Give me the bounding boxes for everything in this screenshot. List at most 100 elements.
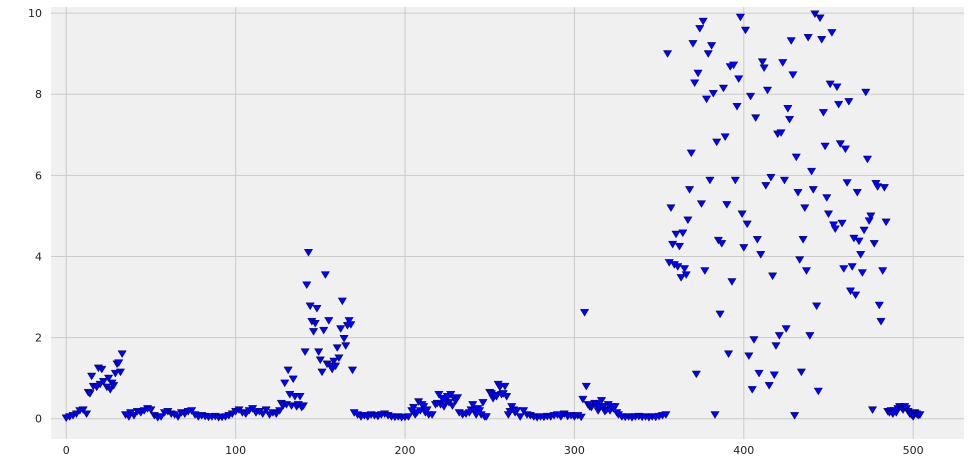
data-point <box>666 204 676 212</box>
data-point <box>852 189 862 197</box>
data-point <box>302 281 312 290</box>
data-point <box>673 263 683 271</box>
data-point <box>808 186 818 194</box>
data-point <box>800 204 810 212</box>
data-point <box>258 410 268 419</box>
data-point <box>688 40 698 48</box>
data-point <box>663 50 673 58</box>
data-point <box>580 309 590 317</box>
data-point <box>693 69 703 78</box>
y-tick-label: 10 <box>28 7 42 20</box>
data-point <box>842 179 852 187</box>
data-point <box>347 366 358 375</box>
data-point <box>740 26 751 35</box>
data-point <box>752 236 762 244</box>
data-point <box>248 405 258 413</box>
x-tick-label: 200 <box>395 444 416 457</box>
y-axis-tick-labels: 0 2 4 6 8 10 <box>28 7 42 426</box>
data-point <box>812 302 822 311</box>
data-point <box>434 391 444 399</box>
data-point <box>339 335 349 343</box>
data-point <box>720 133 730 141</box>
data-point <box>261 406 271 414</box>
data-point <box>303 249 314 257</box>
data-point <box>283 366 293 375</box>
data-point <box>610 403 620 411</box>
x-tick-label: 400 <box>733 444 754 457</box>
data-point <box>452 394 463 402</box>
data-point <box>759 64 769 73</box>
data-point <box>867 406 878 414</box>
data-point <box>173 413 183 421</box>
data-point <box>586 404 596 412</box>
data-point <box>478 399 488 407</box>
data-point <box>686 149 696 158</box>
data-point <box>779 176 790 185</box>
data-point <box>822 194 832 202</box>
data-point <box>776 129 786 137</box>
data-point <box>847 263 857 271</box>
data-point <box>730 176 740 185</box>
data-point <box>835 140 845 148</box>
data-point <box>708 90 718 98</box>
data-point <box>749 336 759 344</box>
data-point <box>698 17 708 26</box>
data-point <box>705 176 715 185</box>
data-point <box>690 79 700 88</box>
data-point <box>878 267 888 275</box>
data-point <box>336 325 346 333</box>
data-point <box>341 342 351 350</box>
data-point <box>668 240 678 249</box>
data-point <box>859 226 869 235</box>
data-point <box>798 236 808 244</box>
data-point <box>314 348 324 356</box>
data-point <box>596 397 607 405</box>
data-point <box>840 145 850 154</box>
data-point <box>512 407 522 415</box>
data-point <box>718 84 729 93</box>
data-point <box>156 413 166 421</box>
x-axis-tick-labels: 0 100 200 300 400 500 <box>63 444 924 457</box>
y-tick-label: 6 <box>35 169 42 182</box>
data-point <box>519 407 529 415</box>
data-point <box>732 103 742 111</box>
data-point <box>788 71 798 79</box>
data-point <box>764 382 774 390</box>
data-point <box>346 321 356 329</box>
data-point <box>312 305 322 313</box>
data-points <box>61 10 925 423</box>
data-point <box>754 369 764 378</box>
data-point <box>671 230 681 239</box>
data-point <box>735 13 745 22</box>
data-point <box>320 271 330 279</box>
data-point <box>715 310 725 319</box>
data-point <box>674 242 684 251</box>
data-point <box>110 369 120 378</box>
data-point <box>447 402 458 410</box>
data-point <box>818 109 828 117</box>
data-point <box>701 95 712 104</box>
data-point <box>334 354 344 363</box>
data-point <box>717 240 727 248</box>
data-point <box>829 221 839 229</box>
data-point <box>474 407 485 415</box>
data-point <box>683 216 693 225</box>
data-point <box>766 174 776 182</box>
y-tick-label: 2 <box>35 332 42 345</box>
data-point <box>761 182 771 190</box>
data-point <box>739 244 749 252</box>
data-point <box>661 411 671 419</box>
data-point <box>105 386 115 394</box>
data-point <box>97 365 107 374</box>
data-point <box>187 407 197 415</box>
data-point <box>481 413 491 421</box>
data-point <box>756 251 766 259</box>
data-point <box>280 379 290 388</box>
data-point <box>295 393 305 401</box>
data-point <box>332 344 342 352</box>
data-point <box>747 386 757 394</box>
data-point <box>857 269 867 277</box>
data-point <box>703 50 713 58</box>
data-point <box>300 348 310 356</box>
data-point <box>82 410 92 419</box>
